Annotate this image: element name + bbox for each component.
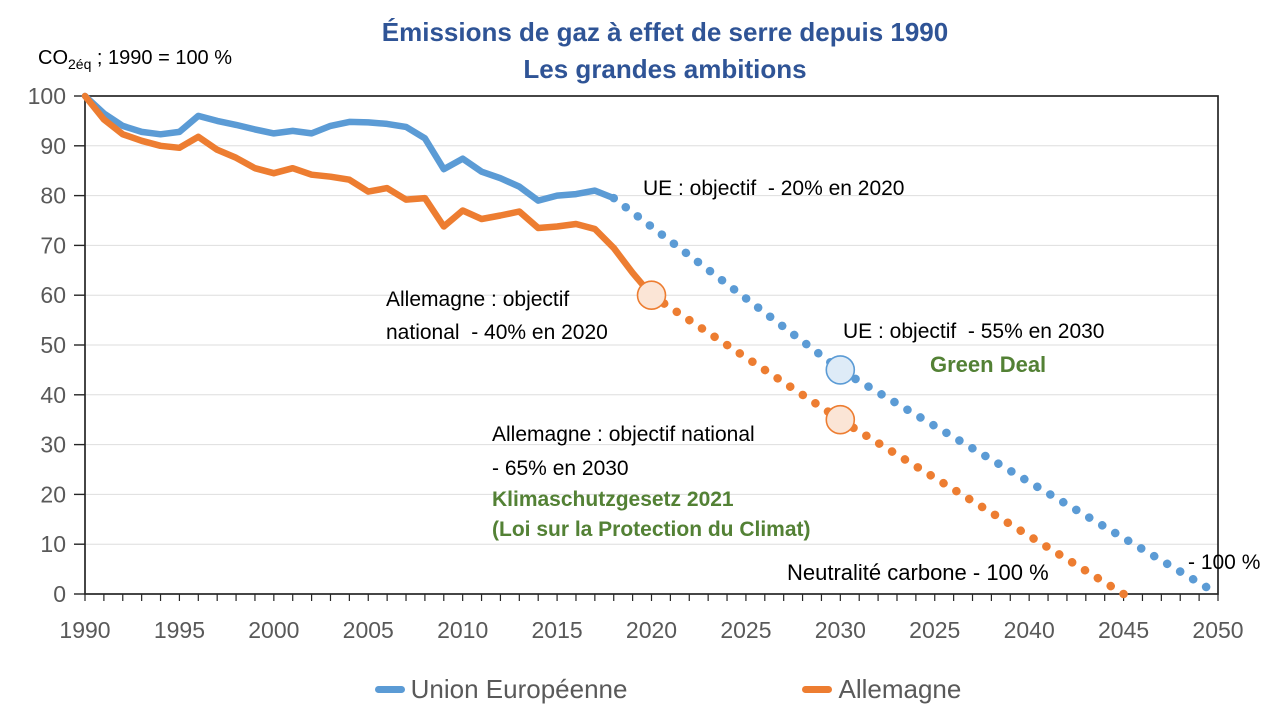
svg-text:10: 10: [40, 531, 66, 557]
legend-label-eu: Union Européenne: [410, 674, 628, 704]
svg-text:90: 90: [40, 133, 66, 159]
legend-item-germany: Allemagne: [802, 674, 961, 705]
legend-item-eu: Union Européenne: [374, 674, 628, 705]
svg-text:2050: 2050: [1192, 617, 1243, 643]
svg-text:2005: 2005: [343, 617, 394, 643]
annotation-germany-objective-2020: Allemagne : objectif national - 40% en 2…: [386, 288, 608, 344]
svg-text:1990: 1990: [59, 617, 110, 643]
legend-label-germany: Allemagne: [838, 674, 962, 704]
svg-text:2010: 2010: [437, 617, 488, 643]
chart-title-block: Émissions de gaz à effet de serre depuis…: [105, 14, 1225, 88]
annotation-ue-objective-2020: UE : objectif - 20% en 2020: [643, 177, 905, 200]
unit-co2: CO: [38, 47, 68, 69]
germany-line-swatch-icon: [802, 686, 833, 693]
svg-text:50: 50: [40, 332, 66, 358]
svg-text:2045: 2045: [1098, 617, 1149, 643]
y-axis-unit-label: CO2éq ; 1990 = 100 %: [38, 47, 232, 72]
svg-text:100: 100: [28, 83, 66, 109]
chart-title: Émissions de gaz à effet de serre depuis…: [381, 17, 949, 47]
objective-markers: [636, 280, 856, 435]
annotation-minus-100-pct: - 100 %: [1188, 551, 1261, 574]
observed-line: [81, 92, 655, 299]
svg-text:2015: 2015: [531, 617, 582, 643]
annotation-green-deal: Green Deal: [930, 352, 1047, 377]
svg-text:60: 60: [40, 282, 66, 308]
svg-text:2040: 2040: [1004, 617, 1055, 643]
unit-base-year: ; 1990 = 100 %: [91, 47, 233, 69]
unit-co2-subscript: 2éq: [68, 56, 92, 72]
chart-legend: Union Européenne Allemagne: [28, 674, 1280, 705]
svg-text:80: 80: [40, 183, 66, 209]
annotation-germany-objective-2030: Allemagne : objectif national - 65% en 2…: [492, 423, 755, 480]
svg-text:2025: 2025: [720, 617, 771, 643]
y-axis: 0 10 20 30 40 50 60 70 80 90 100: [28, 83, 85, 607]
eu-line-swatch-icon: [374, 686, 405, 693]
annotation-klimaschutzgesetz: Klimaschutzgesetz 2021 (Loi sur la Prote…: [492, 488, 811, 541]
svg-text:2020: 2020: [626, 617, 677, 643]
observed-line: [81, 92, 617, 204]
svg-text:2025: 2025: [909, 617, 960, 643]
svg-text:2000: 2000: [248, 617, 299, 643]
svg-text:2030: 2030: [815, 617, 866, 643]
annotation-ue-objective-2030: UE : objectif - 55% en 2030: [843, 320, 1105, 343]
svg-text:1995: 1995: [154, 617, 205, 643]
svg-text:40: 40: [40, 382, 66, 408]
chart-subtitle: Les grandes ambitions: [523, 54, 807, 84]
svg-text:70: 70: [40, 232, 66, 258]
svg-text:0: 0: [53, 581, 66, 607]
annotation-carbon-neutrality: Neutralité carbone - 100 %: [787, 560, 1049, 585]
x-axis: 1990 1995 2000 2005 2010 2015 2020 2025 2030 2025…: [59, 594, 1244, 643]
svg-text:20: 20: [40, 481, 66, 507]
svg-text:30: 30: [40, 432, 66, 458]
